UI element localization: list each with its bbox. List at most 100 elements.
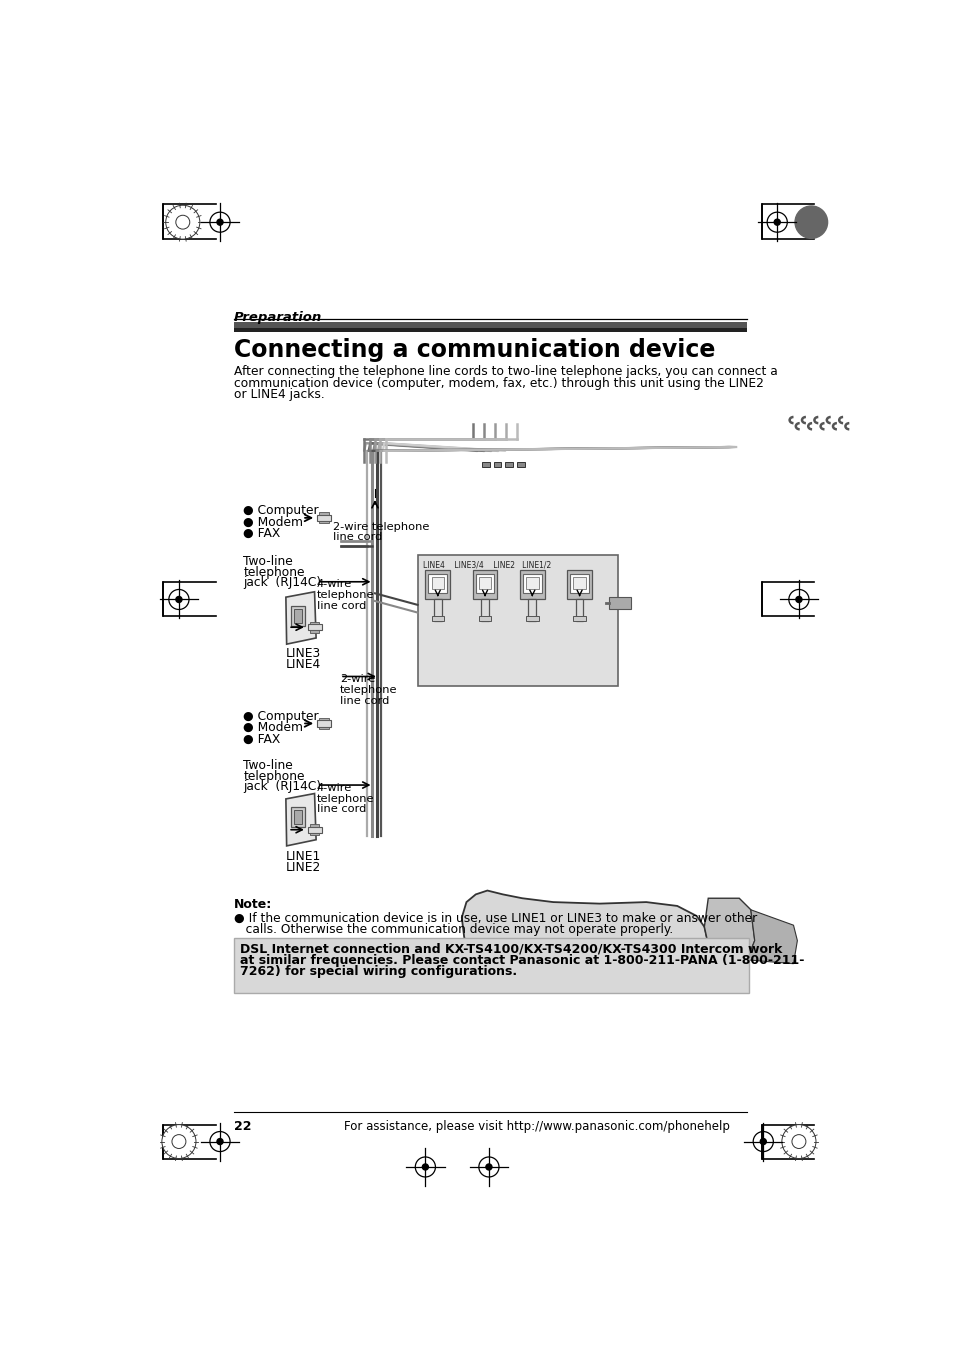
Text: telephone: telephone <box>340 685 397 694</box>
Text: telephone: telephone <box>243 770 304 782</box>
Text: LINE4: LINE4 <box>286 658 321 671</box>
Text: ● Modem: ● Modem <box>243 516 303 528</box>
Text: After connecting the telephone line cords to two-line telephone jacks, you can c: After connecting the telephone line cord… <box>233 365 777 378</box>
Bar <box>478 616 491 621</box>
Text: 4-wire: 4-wire <box>316 782 352 793</box>
Bar <box>319 512 328 515</box>
Bar <box>316 720 331 727</box>
Text: DSL Internet connection and KX-TS4100/KX-TS4200/KX-TS4300 Intercom work: DSL Internet connection and KX-TS4100/KX… <box>240 942 781 955</box>
Bar <box>294 811 302 824</box>
Text: telephone: telephone <box>243 566 304 578</box>
Bar <box>522 574 541 593</box>
Circle shape <box>774 219 780 226</box>
Text: calls. Otherwise the communication device may not operate properly.: calls. Otherwise the communication devic… <box>233 923 673 936</box>
Text: LINE1: LINE1 <box>286 850 321 863</box>
Bar <box>310 621 319 624</box>
Text: 22: 22 <box>233 1120 252 1133</box>
Circle shape <box>795 597 801 603</box>
Text: communication device (computer, modem, fax, etc.) through this unit using the LI: communication device (computer, modem, f… <box>233 377 763 390</box>
Circle shape <box>166 205 199 239</box>
Bar <box>417 555 617 686</box>
Circle shape <box>216 219 223 226</box>
Text: Preparation: Preparation <box>233 312 322 324</box>
Text: Two-line: Two-line <box>243 759 293 771</box>
Polygon shape <box>286 793 315 846</box>
Polygon shape <box>746 909 797 963</box>
Bar <box>233 322 746 328</box>
Bar <box>233 938 748 993</box>
Bar <box>428 574 447 593</box>
Text: telephone: telephone <box>316 793 374 804</box>
Text: Two-line: Two-line <box>243 555 293 567</box>
Bar <box>525 616 537 621</box>
Bar <box>307 827 321 832</box>
Text: ● FAX: ● FAX <box>243 732 280 746</box>
Bar <box>493 462 500 467</box>
Circle shape <box>760 1139 765 1144</box>
Text: telephone: telephone <box>316 590 374 600</box>
Bar <box>528 600 536 621</box>
Bar <box>481 462 489 467</box>
Circle shape <box>791 1135 805 1148</box>
Bar <box>517 462 524 467</box>
Text: jack  (RJ14C): jack (RJ14C) <box>243 577 321 589</box>
Bar <box>319 727 328 728</box>
Text: ● Modem: ● Modem <box>243 721 303 734</box>
Circle shape <box>422 1165 428 1170</box>
Text: LINE3: LINE3 <box>286 647 321 661</box>
Bar <box>478 577 491 589</box>
Bar <box>291 605 305 626</box>
Bar <box>307 624 321 631</box>
Circle shape <box>172 1135 186 1148</box>
Polygon shape <box>700 898 754 959</box>
Bar <box>319 521 328 523</box>
Bar <box>480 600 488 621</box>
Text: line cord: line cord <box>340 696 389 705</box>
Bar <box>476 574 494 593</box>
Bar <box>575 600 583 621</box>
Text: ● FAX: ● FAX <box>243 527 280 540</box>
Bar <box>310 631 319 632</box>
Text: Connecting a communication device: Connecting a communication device <box>233 338 715 362</box>
Circle shape <box>485 1165 492 1170</box>
Text: or LINE4 jacks.: or LINE4 jacks. <box>233 389 324 401</box>
Bar <box>573 616 585 621</box>
Text: ● Computer: ● Computer <box>243 504 318 517</box>
Text: For assistance, please visit http://www.panasonic.com/phonehelp: For assistance, please visit http://www.… <box>344 1120 729 1133</box>
Polygon shape <box>286 592 315 644</box>
Text: at similar frequencies. Please contact Panasonic at 1-800-211-PANA (1-800-211-: at similar frequencies. Please contact P… <box>240 954 803 967</box>
Text: ● Computer: ● Computer <box>243 711 318 723</box>
Circle shape <box>794 205 827 238</box>
Text: 2-wire: 2-wire <box>340 674 375 684</box>
Text: LINE2: LINE2 <box>286 861 321 874</box>
Circle shape <box>781 1124 815 1159</box>
Bar <box>291 808 305 827</box>
Bar <box>310 832 319 835</box>
Bar <box>519 570 544 600</box>
Polygon shape <box>502 958 703 975</box>
Circle shape <box>175 215 190 230</box>
Circle shape <box>162 1124 195 1159</box>
Bar <box>294 609 302 623</box>
Text: line cord: line cord <box>333 532 382 543</box>
Circle shape <box>175 597 182 603</box>
Polygon shape <box>461 890 707 973</box>
Text: 2-wire telephone: 2-wire telephone <box>333 523 429 532</box>
Text: 4-wire: 4-wire <box>316 580 352 589</box>
Bar <box>316 515 331 521</box>
Bar <box>319 719 328 720</box>
Bar <box>431 577 443 589</box>
Text: 7262) for special wiring configurations.: 7262) for special wiring configurations. <box>240 965 517 978</box>
Bar <box>310 824 319 827</box>
Text: jack  (RJ14C): jack (RJ14C) <box>243 781 321 793</box>
Text: ● If the communication device is in use, use LINE1 or LINE3 to make or answer ot: ● If the communication device is in use,… <box>233 912 757 924</box>
Bar <box>608 597 630 609</box>
Text: line cord: line cord <box>316 804 366 815</box>
Circle shape <box>216 1139 223 1144</box>
Bar <box>431 616 443 621</box>
Bar <box>472 570 497 600</box>
Bar <box>233 328 746 331</box>
Bar <box>434 600 441 621</box>
Bar <box>425 570 450 600</box>
Bar <box>525 577 537 589</box>
